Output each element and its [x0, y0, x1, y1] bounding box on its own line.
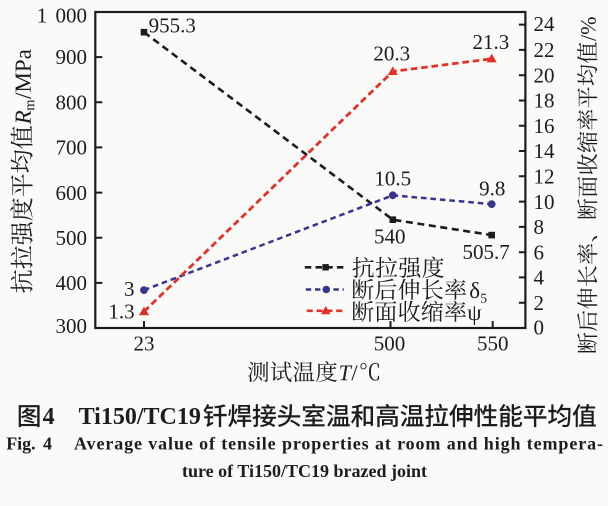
svg-text:24: 24 [534, 12, 556, 36]
svg-text:Ti150/TC19: Ti150/TC19 [79, 404, 201, 430]
svg-text:500: 500 [56, 226, 88, 250]
svg-text:1.3: 1.3 [108, 299, 134, 323]
svg-text:12: 12 [534, 165, 555, 189]
svg-text:Average value of tensile prope: Average value of tensile properties at r… [74, 434, 603, 454]
svg-text:20.3: 20.3 [373, 42, 410, 66]
svg-text:800: 800 [56, 91, 88, 115]
svg-text:ture of Ti150/TC19 brazed join: ture of Ti150/TC19 brazed joint [182, 461, 427, 481]
svg-text:8: 8 [534, 215, 545, 239]
svg-text:3: 3 [124, 277, 135, 301]
svg-text:Fig.: Fig. [6, 434, 36, 454]
svg-text:18: 18 [534, 89, 555, 113]
svg-text:0: 0 [534, 316, 545, 340]
svg-text:000: 000 [56, 4, 88, 28]
svg-text:22: 22 [534, 38, 555, 62]
svg-text:6: 6 [534, 240, 545, 264]
svg-text:550: 550 [477, 332, 509, 356]
svg-text:600: 600 [56, 181, 88, 205]
svg-text:23: 23 [134, 332, 155, 356]
svg-text:16: 16 [534, 114, 555, 138]
svg-text:1: 1 [37, 4, 48, 28]
svg-text:2: 2 [534, 291, 545, 315]
svg-text:14: 14 [534, 139, 556, 163]
svg-text:10.5: 10.5 [374, 167, 411, 191]
svg-text:4: 4 [43, 404, 55, 430]
svg-text:9.8: 9.8 [479, 176, 505, 200]
svg-text:20: 20 [534, 63, 555, 87]
svg-text:4: 4 [43, 434, 52, 454]
svg-text:505.7: 505.7 [462, 240, 509, 264]
svg-text:10: 10 [534, 190, 555, 214]
svg-text:900: 900 [56, 45, 88, 69]
svg-text:955.3: 955.3 [149, 13, 196, 37]
svg-text:540: 540 [374, 225, 406, 249]
svg-text:300: 300 [56, 314, 88, 338]
svg-text:400: 400 [56, 271, 88, 295]
svg-text:4: 4 [534, 266, 545, 290]
svg-text:700: 700 [56, 136, 88, 160]
svg-text:500: 500 [374, 332, 406, 356]
svg-text:21.3: 21.3 [473, 30, 510, 54]
